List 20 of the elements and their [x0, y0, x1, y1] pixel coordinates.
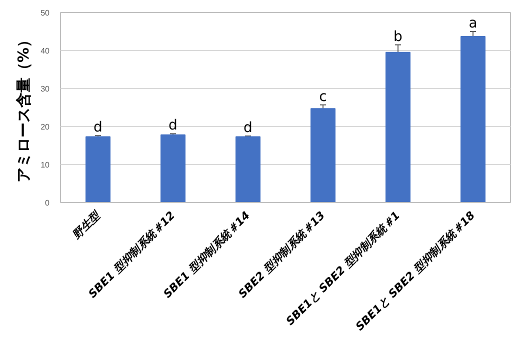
annotation: c	[319, 88, 327, 105]
y-axis-title: アミロース含量（%）	[14, 32, 33, 183]
y-tick-label: 20	[40, 122, 50, 132]
annotation: d	[94, 120, 102, 136]
annotation: d	[168, 118, 178, 134]
annotation: d	[244, 120, 252, 136]
y-tick-label: 10	[40, 160, 50, 170]
bar	[460, 36, 486, 202]
y-tick-label: 40	[40, 46, 50, 56]
bar	[86, 136, 110, 202]
bar	[236, 136, 260, 202]
x-tick-label: 野生型	[70, 207, 104, 242]
annotation: b	[394, 28, 403, 45]
annotation: a	[468, 16, 478, 32]
bar	[386, 52, 410, 202]
bar	[160, 134, 186, 202]
bar	[310, 108, 336, 202]
y-tick-label: 30	[40, 84, 50, 94]
y-tick-label: 50	[40, 8, 50, 18]
y-tick-label: 0	[45, 198, 50, 208]
